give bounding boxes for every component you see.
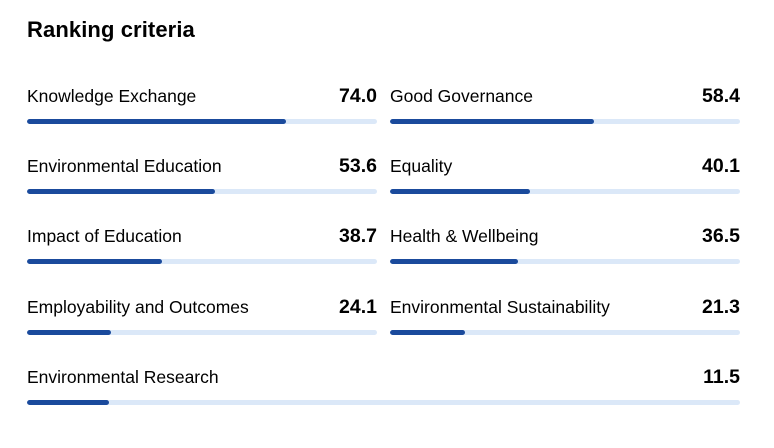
progress-track xyxy=(390,119,740,124)
progress-track xyxy=(390,259,740,264)
criterion-score: 36.5 xyxy=(702,225,740,247)
progress-fill xyxy=(27,259,163,264)
progress-fill xyxy=(27,119,286,124)
progress-fill xyxy=(390,330,465,335)
progress-track xyxy=(27,330,377,335)
criterion-label: Environmental Education xyxy=(27,156,222,176)
criterion-score: 74.0 xyxy=(339,85,377,107)
criterion-equality: Equality 40.1 xyxy=(390,156,740,196)
criterion-score: 38.7 xyxy=(339,225,377,247)
criterion-score: 24.1 xyxy=(339,296,377,318)
progress-fill xyxy=(390,119,595,124)
criterion-label: Health & Wellbeing xyxy=(390,226,539,246)
criterion-environmental-sustainability: Environmental Sustainability 21.3 xyxy=(390,297,740,337)
progress-fill xyxy=(27,189,215,194)
criterion-score: 58.4 xyxy=(702,85,740,107)
progress-track xyxy=(27,189,377,194)
criterion-good-governance: Good Governance 58.4 xyxy=(390,86,740,126)
page-title: Ranking criteria xyxy=(27,17,195,42)
progress-track xyxy=(27,119,377,124)
progress-track xyxy=(27,259,377,264)
criterion-label: Impact of Education xyxy=(27,226,182,246)
criterion-label: Environmental Sustainability xyxy=(390,297,610,317)
progress-track xyxy=(390,330,740,335)
progress-track xyxy=(390,189,740,194)
criterion-label: Equality xyxy=(390,156,453,176)
criterion-score: 53.6 xyxy=(339,155,377,177)
progress-track xyxy=(27,400,740,405)
criterion-label: Employability and Outcomes xyxy=(27,297,249,317)
progress-fill xyxy=(390,189,531,194)
progress-fill xyxy=(27,400,109,405)
criterion-impact-of-education: Impact of Education 38.7 xyxy=(27,226,377,266)
criterion-label: Environmental Research xyxy=(27,367,219,387)
criterion-environmental-education: Environmental Education 53.6 xyxy=(27,156,377,196)
criterion-score: 40.1 xyxy=(702,155,740,177)
criterion-knowledge-exchange: Knowledge Exchange 74.0 xyxy=(27,86,377,126)
progress-fill xyxy=(390,259,518,264)
progress-fill xyxy=(27,330,112,335)
criterion-label: Good Governance xyxy=(390,86,534,106)
criterion-health-wellbeing: Health & Wellbeing 36.5 xyxy=(390,226,740,266)
criterion-environmental-research: Environmental Research 11.5 xyxy=(27,367,740,407)
criterion-label: Knowledge Exchange xyxy=(27,86,197,106)
criterion-score: 21.3 xyxy=(702,296,740,318)
criterion-employability-outcomes: Employability and Outcomes 24.1 xyxy=(27,297,377,337)
criterion-score: 11.5 xyxy=(703,366,740,388)
